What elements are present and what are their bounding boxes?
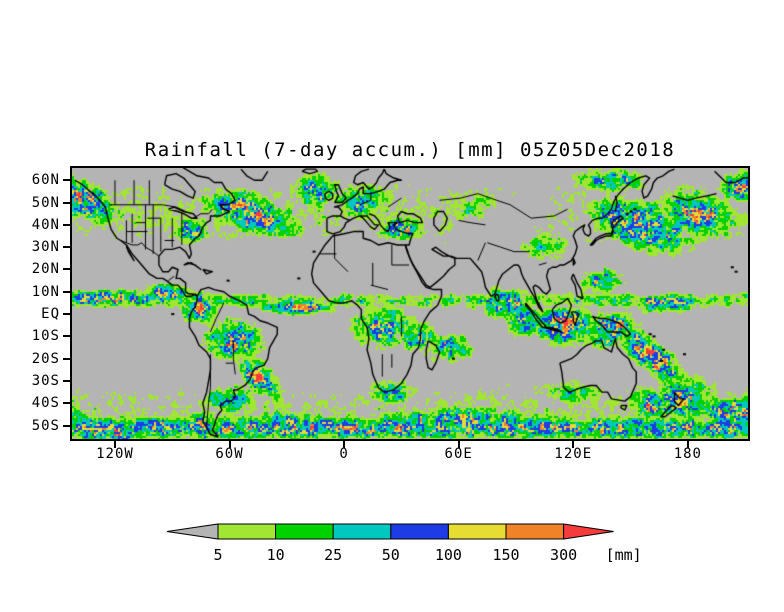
colorbar-unit-label: [mm] xyxy=(606,546,642,564)
y-tick-label: 20N xyxy=(31,261,60,278)
y-tick-mark xyxy=(63,424,70,427)
y-tick-mark xyxy=(63,246,70,249)
x-tick-mark xyxy=(113,441,116,448)
colorbar: 5 10 25 50 100 150 300 [mm] xyxy=(166,523,642,564)
x-tick-label: 60W xyxy=(215,446,244,462)
colorbar-segment xyxy=(505,523,565,540)
map-frame xyxy=(70,166,750,441)
y-tick-label: EQ xyxy=(41,306,60,323)
y-tick-label: 50S xyxy=(31,417,60,434)
y-tick-mark xyxy=(63,290,70,293)
y-tick-label: 20S xyxy=(31,350,60,367)
rainfall-map-canvas xyxy=(72,168,748,439)
x-tick-mark xyxy=(457,441,460,448)
y-tick-label: 60N xyxy=(31,172,60,189)
y-tick-label: 50N xyxy=(31,194,60,211)
x-tick-label: 180 xyxy=(673,446,702,462)
x-tick-label: 0 xyxy=(339,446,349,462)
y-tick-label: 10S xyxy=(31,328,60,345)
x-tick-mark xyxy=(686,441,689,448)
y-tick-mark xyxy=(63,223,70,226)
x-tick-mark xyxy=(572,441,575,448)
colorbar-segment xyxy=(217,523,277,540)
y-tick-mark xyxy=(63,313,70,316)
x-tick-label: 60E xyxy=(444,446,473,462)
y-tick-mark xyxy=(63,335,70,338)
colorbar-tick-label: 10 xyxy=(267,546,285,564)
x-tick-mark xyxy=(343,441,346,448)
y-tick-label: 10N xyxy=(31,283,60,300)
colorbar-segment xyxy=(390,523,449,540)
colorbar-segment xyxy=(275,523,334,540)
colorbar-tick-label: 150 xyxy=(492,546,519,564)
colorbar-under-arrow xyxy=(166,523,219,540)
x-tick-label: 120E xyxy=(554,446,593,462)
y-tick-mark xyxy=(63,380,70,382)
colorbar-tick-label: 25 xyxy=(324,546,342,564)
y-tick-mark xyxy=(63,357,70,360)
colorbar-over-arrow xyxy=(563,523,614,540)
y-tick-mark xyxy=(63,201,70,204)
colorbar-tick-label: 300 xyxy=(550,546,577,564)
y-tick-mark xyxy=(63,268,70,271)
y-tick-mark xyxy=(63,179,70,182)
chart-title: Rainfall (7-day accum.) [mm] 05Z05Dec201… xyxy=(144,139,676,161)
colorbar-segment xyxy=(332,523,392,540)
colorbar-segment xyxy=(447,523,507,540)
colorbar-tick-label: 5 xyxy=(213,546,222,564)
y-tick-mark xyxy=(63,402,70,405)
colorbar-tick-label: 50 xyxy=(382,546,400,564)
y-tick-label: 40N xyxy=(31,216,60,233)
x-tick-mark xyxy=(228,441,231,448)
colorbar-tick-label: 100 xyxy=(435,546,462,564)
x-tick-label: 120W xyxy=(96,446,134,462)
y-tick-label: 40S xyxy=(31,395,60,412)
y-tick-label: 30N xyxy=(31,239,60,256)
y-tick-label: 30S xyxy=(31,373,60,389)
